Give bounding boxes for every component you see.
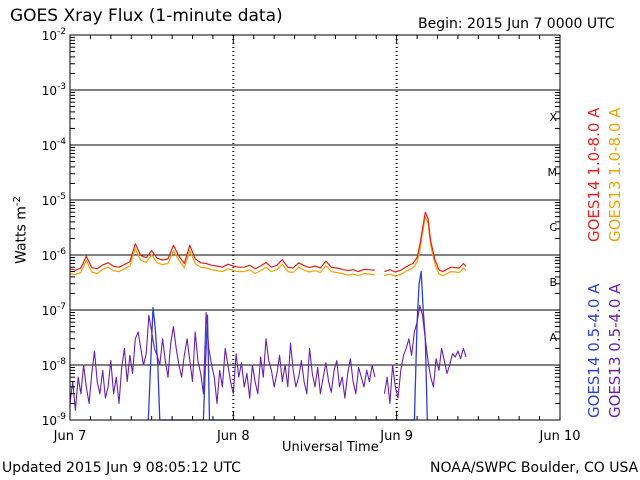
legend-entry: GOES14 1.0-8.0 A [585, 107, 603, 242]
y-tick-label: 10-8 [42, 357, 67, 373]
y-tick-label: 10-6 [42, 247, 67, 263]
updated-timestamp: Updated 2015 Jun 9 08:05:12 UTC [2, 460, 241, 476]
credit-line: NOAA/SWPC Boulder, CO USA [430, 460, 639, 476]
legend-entry: GOES13 0.5-4.0 A [606, 283, 624, 418]
y-tick-label: 10-3 [42, 82, 66, 98]
y-axis-label-exponent: -2 [12, 196, 23, 207]
x-tick-label: Jun 8 [216, 429, 250, 444]
flare-class-label: B [549, 276, 557, 289]
y-axis-label-text: Watts m [13, 206, 30, 264]
y-tick-label: 10-2 [42, 27, 66, 43]
flare-class-label: C [549, 221, 557, 234]
flare-class-label: A [549, 331, 557, 344]
series-line-4 [147, 270, 428, 421]
legend-entry: GOES14 0.5-4.0 A [585, 283, 603, 418]
y-axis-label: Watts m-2 [12, 196, 30, 264]
y-tick-label: 10-7 [42, 302, 66, 318]
x-axis-title: Universal Time [282, 440, 379, 455]
series-line-6 [383, 305, 467, 404]
x-tick-label: Jun 10 [539, 429, 581, 444]
begin-time: Begin: 2015 Jun 7 0000 UTC [418, 16, 615, 32]
x-tick-label: Jun 7 [53, 429, 87, 444]
x-tick-label: Jun 9 [379, 429, 413, 444]
flare-class-label: X [549, 111, 557, 124]
series-line-3 [384, 211, 467, 273]
y-tick-label: 10-9 [42, 412, 67, 428]
y-tick-label: 10-4 [42, 137, 67, 153]
y-tick-label: 10-5 [42, 192, 66, 208]
series-line-2 [69, 243, 375, 273]
plot-frame [69, 34, 561, 421]
series-line-0 [69, 248, 375, 277]
chart-title: GOES Xray Flux (1-minute data) [10, 6, 283, 26]
flare-class-label: M [548, 166, 558, 179]
series-line-1 [384, 216, 467, 277]
series-line-5 [69, 311, 376, 411]
legend-entry: GOES13 1.0-8.0 A [606, 107, 624, 242]
